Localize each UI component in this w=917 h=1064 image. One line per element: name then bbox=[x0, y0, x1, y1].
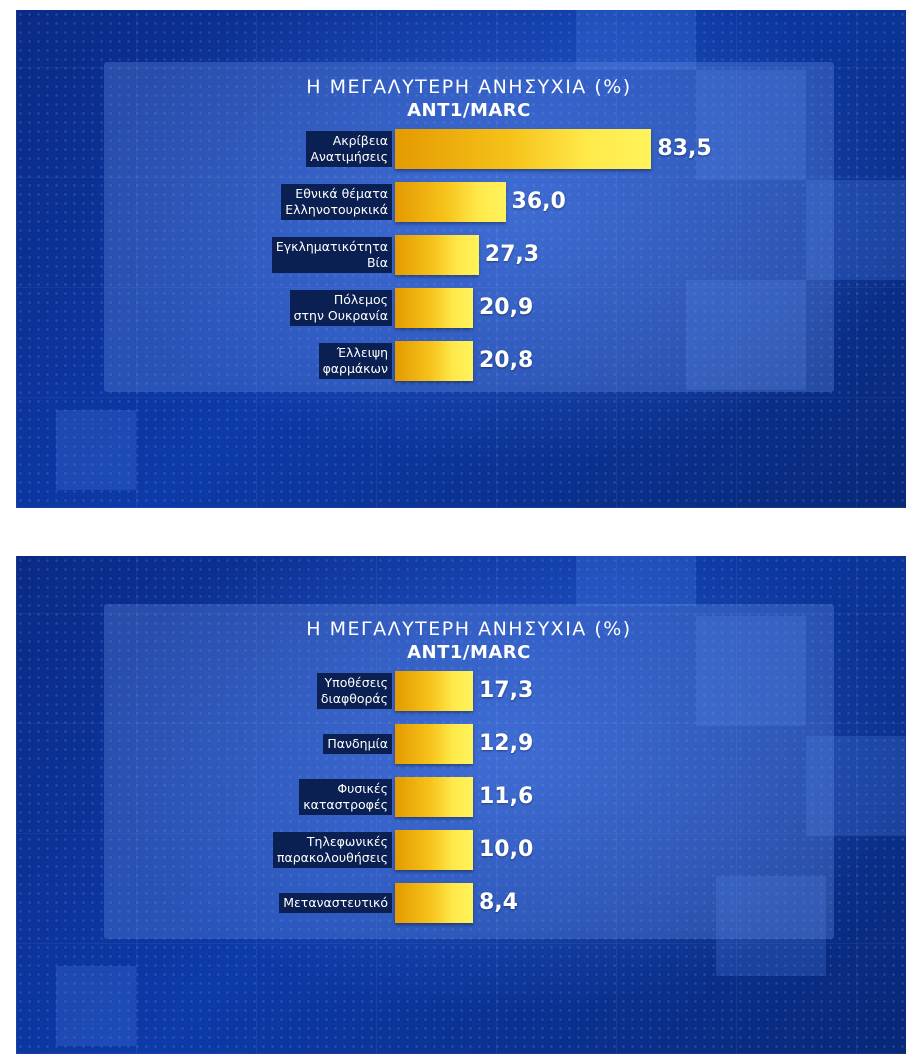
bar-row: Μεταναστευτικό 8,4 bbox=[104, 883, 834, 923]
bar-row: Πανδημία 12,9 bbox=[104, 724, 834, 764]
bar-row: Εγκληματικότητα Βία 27,3 bbox=[104, 235, 834, 275]
category-label-text: Φυσικές καταστροφές bbox=[299, 779, 392, 815]
chart-subtitle: ΑΝΤ1/MARC bbox=[407, 642, 531, 663]
bar-row: Έλλειψη φαρμάκων 20,8 bbox=[104, 341, 834, 381]
value-label: 12,9 bbox=[479, 731, 534, 756]
bar bbox=[395, 830, 473, 870]
value-label: 10,0 bbox=[479, 837, 534, 862]
category-label-text: Μεταναστευτικό bbox=[279, 893, 392, 913]
bar-row: Τηλεφωνικές παρακολουθήσεις 10,0 bbox=[104, 830, 834, 870]
value-label: 11,6 bbox=[479, 784, 534, 809]
value-label: 20,9 bbox=[479, 295, 534, 320]
background-square bbox=[686, 280, 806, 390]
chart-box: Η ΜΕΓΑΛΥΤΕΡΗ ΑΝΗΣΥΧΙΑ (%) ΑΝΤ1/MARC Ακρί… bbox=[104, 62, 834, 392]
background-square bbox=[576, 10, 696, 70]
chart-subtitle: ΑΝΤ1/MARC bbox=[407, 100, 531, 121]
category-label-text: Πόλεμος στην Ουκρανία bbox=[289, 290, 392, 326]
category-label: Υποθέσεις διαφθοράς bbox=[316, 671, 392, 711]
chart-title: Η ΜΕΓΑΛΥΤΕΡΗ ΑΝΗΣΥΧΙΑ (%) bbox=[306, 76, 632, 98]
bar bbox=[395, 724, 473, 764]
chart-panel-1: Η ΜΕΓΑΛΥΤΕΡΗ ΑΝΗΣΥΧΙΑ (%) ΑΝΤ1/MARC Ακρί… bbox=[16, 10, 906, 508]
category-label: Φυσικές καταστροφές bbox=[299, 777, 392, 817]
background-square bbox=[56, 410, 136, 490]
bar bbox=[395, 777, 473, 817]
category-label: Πανδημία bbox=[323, 724, 392, 764]
value-label: 83,5 bbox=[657, 136, 712, 161]
background-square bbox=[806, 736, 906, 836]
bar-row: Φυσικές καταστροφές 11,6 bbox=[104, 777, 834, 817]
bar-row: Ακρίβεια Ανατιμήσεις 83,5 bbox=[104, 129, 834, 169]
background-square bbox=[56, 966, 136, 1046]
category-label: Τηλεφωνικές παρακολουθήσεις bbox=[272, 830, 392, 870]
chart-panel-2: Η ΜΕΓΑΛΥΤΕΡΗ ΑΝΗΣΥΧΙΑ (%) ΑΝΤ1/MARC Υποθ… bbox=[16, 556, 906, 1054]
background-square bbox=[576, 556, 696, 606]
value-label: 36,0 bbox=[511, 189, 566, 214]
value-label: 17,3 bbox=[479, 678, 534, 703]
bar bbox=[395, 129, 652, 169]
category-label: Έλλειψη φαρμάκων bbox=[318, 341, 392, 381]
value-label: 8,4 bbox=[479, 890, 518, 915]
value-label: 20,8 bbox=[479, 348, 534, 373]
category-label: Ακρίβεια Ανατιμήσεις bbox=[306, 129, 392, 169]
bar-row: Εθνικά θέματα Ελληνοτουρκικά 36,0 bbox=[104, 182, 834, 222]
bar bbox=[395, 671, 473, 711]
background-square bbox=[696, 70, 806, 180]
category-label-text: Εθνικά θέματα Ελληνοτουρκικά bbox=[281, 184, 392, 220]
chart-box: Η ΜΕΓΑΛΥΤΕΡΗ ΑΝΗΣΥΧΙΑ (%) ΑΝΤ1/MARC Υποθ… bbox=[104, 604, 834, 939]
bar-row: Υποθέσεις διαφθοράς 17,3 bbox=[104, 671, 834, 711]
category-label-text: Εγκληματικότητα Βία bbox=[271, 237, 392, 273]
bar bbox=[395, 182, 506, 222]
category-label: Εθνικά θέματα Ελληνοτουρκικά bbox=[281, 182, 392, 222]
chart-title: Η ΜΕΓΑΛΥΤΕΡΗ ΑΝΗΣΥΧΙΑ (%) bbox=[306, 618, 632, 640]
background-square bbox=[806, 180, 906, 280]
category-label-text: Ακρίβεια Ανατιμήσεις bbox=[306, 131, 392, 167]
bar bbox=[395, 235, 479, 275]
category-label: Μεταναστευτικό bbox=[279, 883, 392, 923]
background-square bbox=[696, 616, 806, 726]
bar-row: Πόλεμος στην Ουκρανία 20,9 bbox=[104, 288, 834, 328]
background-square bbox=[716, 876, 826, 976]
category-label-text: Υποθέσεις διαφθοράς bbox=[316, 673, 392, 709]
bar bbox=[395, 883, 473, 923]
value-label: 27,3 bbox=[484, 242, 540, 267]
bar bbox=[395, 341, 473, 381]
category-label-text: Τηλεφωνικές παρακολουθήσεις bbox=[272, 832, 392, 868]
category-label: Εγκληματικότητα Βία bbox=[271, 235, 392, 275]
category-label: Πόλεμος στην Ουκρανία bbox=[289, 288, 392, 328]
bar bbox=[395, 288, 473, 328]
category-label-text: Έλλειψη φαρμάκων bbox=[318, 343, 392, 379]
category-label-text: Πανδημία bbox=[323, 734, 392, 754]
